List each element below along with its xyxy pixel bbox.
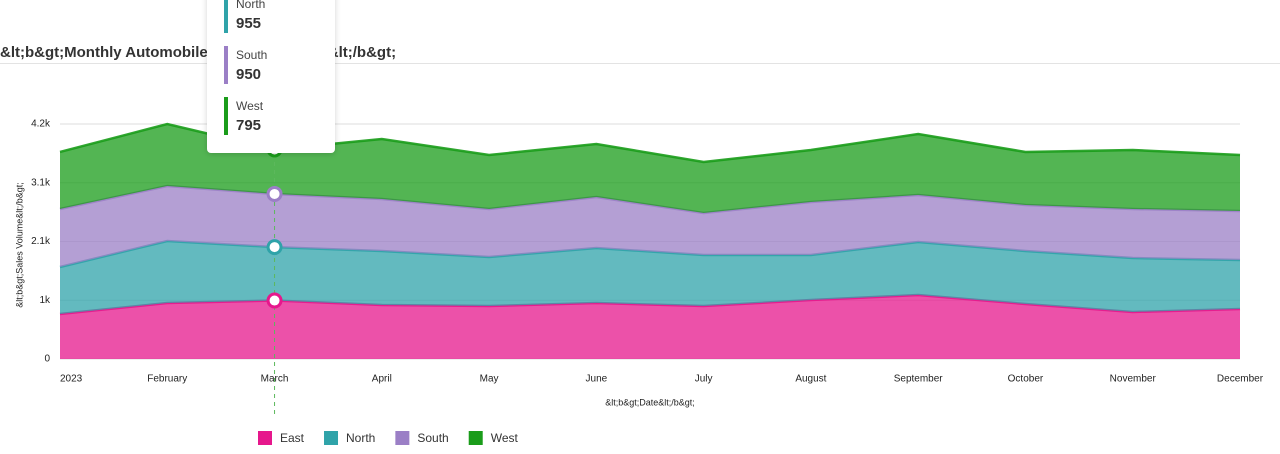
tooltip-value: 795 <box>236 117 261 134</box>
area <box>60 124 1240 214</box>
tooltip-value: 950 <box>236 66 261 83</box>
y-tick-label: 2.1k <box>31 236 51 247</box>
x-axis-label: &lt;b&gt;Date&lt;/b&gt; <box>605 397 695 407</box>
x-tick-label: June <box>586 374 608 385</box>
area <box>60 294 1240 359</box>
y-axis-label: &lt;b&gt;Sales Volume&lt;/b&gt; <box>14 182 24 308</box>
x-tick-label: February <box>147 374 187 385</box>
tooltip-box <box>207 0 335 153</box>
x-tick-label: April <box>372 374 392 385</box>
x-tick-label: December <box>1217 374 1264 385</box>
tooltip: North 955 South 950 West 795 <box>207 0 335 153</box>
y-tick-label: 3.1k <box>31 177 51 188</box>
legend-swatch <box>395 431 410 445</box>
legend-label: North <box>346 431 375 445</box>
legend-label: South <box>417 431 448 445</box>
x-tick-label: October <box>1008 374 1044 385</box>
area <box>60 240 1240 315</box>
legend-swatch <box>258 431 272 445</box>
tooltip-swatch <box>224 46 228 84</box>
hover-marker <box>266 185 283 202</box>
tooltip-name: South <box>236 48 267 62</box>
tooltip-value: 955 <box>236 15 261 32</box>
tooltip-swatch <box>224 97 228 135</box>
x-tick-label: 2023 <box>60 374 83 385</box>
legend-label: West <box>491 431 519 445</box>
hover-marker <box>266 292 283 309</box>
area <box>60 185 1240 268</box>
tooltip-swatch <box>224 0 228 33</box>
legend-swatch <box>324 431 339 445</box>
tooltip-name: West <box>236 99 264 113</box>
y-tick-label: 4.2k <box>31 119 51 130</box>
hover-marker <box>266 239 283 256</box>
legend-swatch <box>468 431 483 445</box>
x-tick-label: September <box>894 374 944 385</box>
y-tick-label: 0 <box>44 354 50 365</box>
tooltip-name: North <box>236 0 265 11</box>
chart-title: &lt;b&gt;Monthly Automobile Sales by Reg… <box>0 44 396 61</box>
legend-label: East <box>280 431 305 445</box>
x-tick-label: November <box>1110 374 1157 385</box>
x-tick-label: May <box>480 374 499 385</box>
x-tick-label: August <box>795 374 826 385</box>
y-tick-label: 1k <box>39 295 51 306</box>
area-line <box>59 293 1241 316</box>
x-tick-label: July <box>695 374 713 385</box>
